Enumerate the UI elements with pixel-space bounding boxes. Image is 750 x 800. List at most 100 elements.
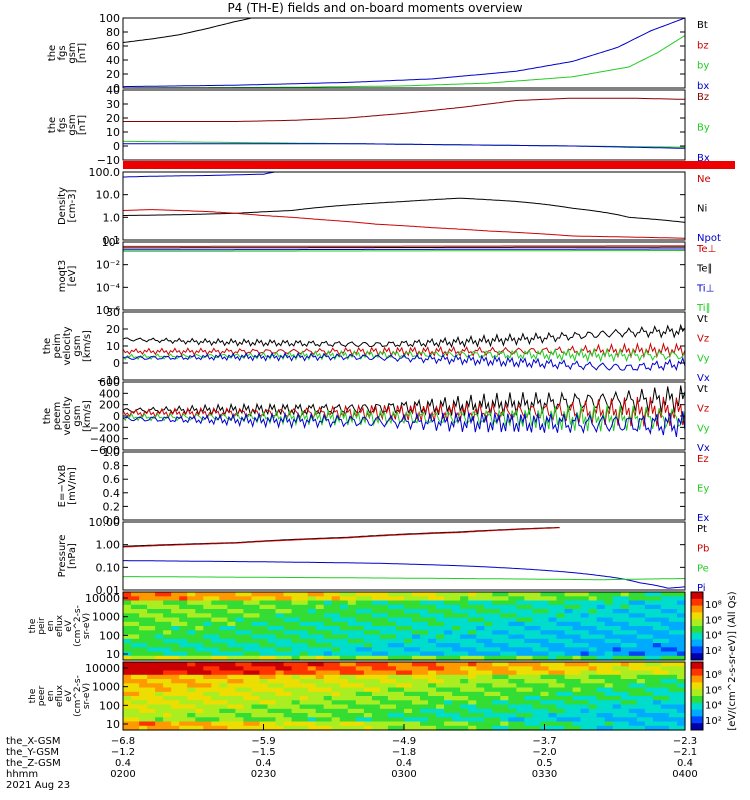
spectrogram-cell — [556, 704, 566, 710]
spectrogram-cell — [532, 696, 542, 701]
spectrogram-cell — [436, 670, 445, 676]
spectrogram-cell — [548, 687, 558, 693]
spectrogram-cell — [428, 704, 437, 710]
spectrogram-cell — [163, 674, 172, 680]
spectrogram-cell — [275, 679, 285, 684]
spectrogram-cell — [460, 721, 469, 727]
ylabel-line: the — [28, 618, 38, 633]
spectrogram-cell — [363, 626, 373, 631]
spectrogram-cell — [588, 617, 598, 623]
spectrogram-cell — [315, 592, 325, 597]
spectrogram-cell — [468, 713, 477, 718]
spectrogram-cell — [677, 613, 686, 619]
spectrogram-cell — [211, 679, 220, 684]
spectrogram-cell — [227, 609, 236, 614]
spectrogram-cell — [524, 621, 533, 627]
spectrogram-cell — [452, 638, 461, 644]
spectrogram-cell — [572, 621, 582, 627]
spectrogram-cell — [163, 700, 172, 706]
spectrogram-cell — [460, 647, 469, 653]
ytick-label: 400 — [99, 387, 120, 400]
colorbar-swatch — [691, 646, 703, 654]
spectrogram-cell — [211, 655, 220, 661]
spectrogram-cell — [251, 713, 261, 718]
spectrogram-cell — [476, 596, 485, 602]
spectrogram-cell — [379, 683, 389, 689]
spectrogram-cell — [404, 609, 413, 614]
spectrogram-cell — [387, 700, 397, 706]
spectrogram-cell — [363, 700, 373, 706]
spectrogram-cell — [508, 596, 517, 602]
spectrogram-cell — [243, 630, 252, 636]
spectrogram-cell — [267, 609, 277, 614]
spectrogram-cell — [283, 638, 293, 644]
spectrogram-cell — [524, 662, 533, 667]
spectrogram-cell — [307, 617, 317, 623]
ylabel-line: [nPa] — [67, 543, 78, 569]
spectrogram-cell — [251, 721, 261, 727]
spectrogram-cell — [660, 674, 670, 680]
spectrogram-cell — [203, 704, 212, 710]
spectrogram-cell — [147, 621, 156, 627]
spectrogram-cell — [139, 613, 148, 619]
spectrogram-cell — [452, 651, 461, 657]
spectrogram-cell — [139, 708, 148, 714]
spectrogram-cell — [628, 630, 638, 636]
spectrogram-cell — [347, 617, 357, 623]
spectrogram-cell — [500, 643, 509, 648]
spectrogram-cell — [588, 609, 598, 614]
spectrogram-cell — [155, 592, 164, 597]
spectrogram-cell — [596, 617, 606, 623]
spectrogram-cell — [412, 655, 421, 661]
spectrogram-cell — [379, 651, 389, 657]
spectrogram-cell — [396, 674, 405, 680]
ytick-label: 1000 — [92, 611, 120, 624]
spectrogram-cell — [155, 647, 164, 653]
spectrogram-cell — [580, 662, 590, 667]
spectrogram-cell — [315, 621, 325, 627]
spectrogram-cell — [452, 670, 461, 676]
spectrogram-cell — [347, 630, 357, 636]
spectrogram-cell — [540, 691, 550, 697]
spectrogram-cell — [516, 674, 525, 680]
spectrogram-cell — [668, 666, 678, 672]
spectrogram-cell — [211, 638, 220, 644]
spectrogram-cell — [484, 691, 493, 697]
spectrogram-cell — [259, 634, 269, 640]
spectrogram-cell — [275, 651, 285, 657]
spectrogram-cell — [628, 687, 638, 693]
legend-entry: Vx — [697, 373, 710, 384]
spectrogram-cell — [412, 634, 421, 640]
spectrogram-cell — [524, 604, 533, 610]
spectrogram-cell — [436, 604, 445, 610]
spectrogram-cell — [468, 643, 477, 648]
spectrogram-cell — [131, 592, 140, 597]
spectrogram-cell — [339, 621, 349, 627]
spectrogram-cell — [564, 634, 574, 640]
spectrogram-cell — [227, 596, 236, 602]
spectrogram-cell — [484, 604, 493, 610]
spectrogram-cell — [484, 600, 493, 606]
spectrogram-cell — [155, 708, 164, 714]
spectrogram-cell — [604, 704, 614, 710]
spectrogram-cell — [516, 638, 525, 644]
spectrogram-cell — [548, 717, 558, 723]
spectrogram-cell — [235, 713, 244, 718]
spectrogram-cell — [131, 638, 140, 644]
spectrogram-cell — [628, 696, 638, 701]
spectrogram-cell — [251, 604, 261, 610]
spectrogram-cell — [428, 643, 437, 648]
spectrogram-cell — [139, 725, 148, 731]
spectrogram-cell — [588, 721, 598, 727]
spectrogram-cell — [444, 638, 453, 644]
spectrogram-cell — [620, 713, 630, 718]
spectrogram-cell — [548, 700, 558, 706]
spectrogram-cell — [652, 696, 662, 701]
spectrogram-cell — [396, 696, 405, 701]
spectrogram-cell — [187, 655, 196, 661]
spectrogram-cell — [636, 691, 646, 697]
spectrogram-cell — [444, 604, 453, 610]
spectrogram-cell — [347, 674, 357, 680]
spectrogram-cell — [219, 679, 228, 684]
series-line-peim-velocity-0 — [123, 323, 685, 349]
